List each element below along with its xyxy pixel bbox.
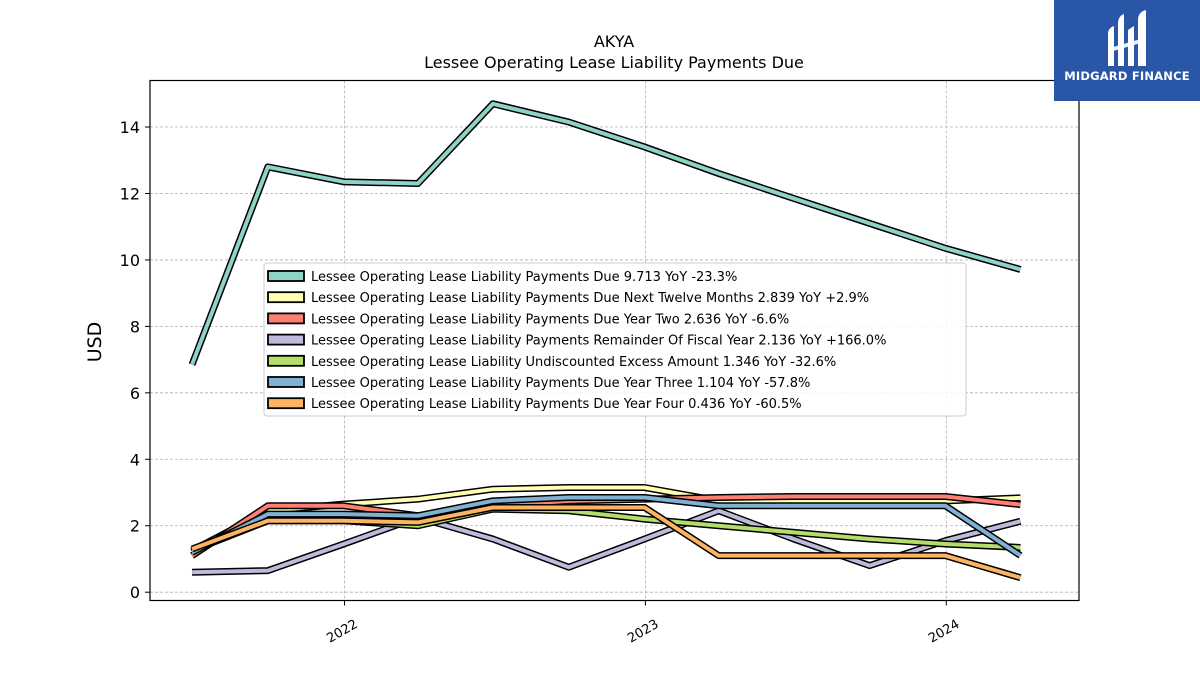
legend-label: Lessee Operating Lease Liability Payment… [311,376,810,391]
legend-label: Lessee Operating Lease Liability Payment… [311,312,789,327]
legend-label: Lessee Operating Lease Liability Payment… [311,397,802,412]
midgard-mark-icon [1108,10,1146,66]
legend-entry: Lessee Operating Lease Liability Payment… [267,397,802,412]
legend-swatch [267,354,305,367]
series-6 [190,493,1023,559]
y-tick-label: 10 [120,251,140,270]
legend-swatch [267,270,305,282]
legend-entry: Lessee Operating Lease Liability Payment… [267,312,789,327]
y-tick-label: 14 [120,118,140,137]
legend-entry: Lessee Operating Lease Liability Payment… [267,376,810,391]
legend-label: Lessee Operating Lease Liability Payment… [311,291,869,306]
chart-title: AKYA [594,32,634,51]
x-tick-label: 2022 [324,617,360,647]
chart-subtitle: Lessee Operating Lease Liability Payment… [424,53,804,72]
legend-entry: Lessee Operating Lease Liability Undisco… [267,354,836,370]
series-line [191,505,1022,580]
series-lines [188,100,1023,582]
legend-swatch [267,312,305,325]
series-7 [190,503,1022,582]
legend-swatch [267,376,305,388]
x-tick-label: 2023 [625,617,661,647]
x-tick-label: 2024 [926,617,962,647]
y-tick-label: 0 [130,583,140,602]
legend-frame [263,262,967,417]
y-tick-label: 12 [120,184,140,203]
legend-entry: Lessee Operating Lease Liability Payment… [267,291,869,306]
y-tick-label: 8 [130,317,140,336]
series-line [190,101,1022,366]
y-tick-label: 2 [130,517,140,536]
legend-entry: Lessee Operating Lease Liability Payment… [267,270,737,285]
plot-frame [149,79,1080,602]
brand-name: MIDGARD FINANCE [1064,69,1190,83]
y-tick-label: 6 [130,384,140,403]
legend-label: Lessee Operating Lease Liability Payment… [311,270,737,285]
legend-swatch [267,333,305,346]
y-axis-label: USD [84,322,106,363]
legend: Lessee Operating Lease Liability Payment… [263,262,967,417]
legend-swatch [267,291,305,304]
legend-swatch [267,397,305,410]
series-1 [188,100,1022,366]
legend-label: Lessee Operating Lease Liability Payment… [311,334,886,349]
y-tick-label: 4 [130,450,140,469]
legend-entry: Lessee Operating Lease Liability Payment… [267,333,886,349]
series-4 [191,507,1022,576]
series-line [191,508,1021,575]
series-line [191,495,1022,558]
legend-label: Lessee Operating Lease Liability Undisco… [311,355,836,370]
brand-logo: MIDGARD FINANCE [1054,0,1200,101]
